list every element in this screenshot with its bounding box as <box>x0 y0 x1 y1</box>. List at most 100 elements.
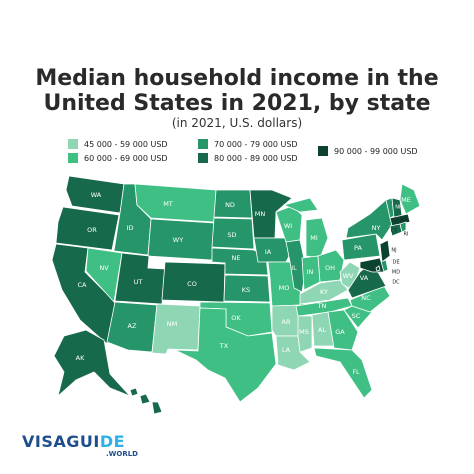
logo-main-text: VISAGUI <box>22 432 100 451</box>
legend-swatch-tier-4 <box>198 153 208 163</box>
state-label-nc: NC <box>361 294 371 302</box>
state-label-pa: PA <box>354 244 363 252</box>
state-wa <box>65 175 125 214</box>
state-nm <box>151 303 201 355</box>
state-label-sc: SC <box>352 312 361 320</box>
legend-label-tier-5: 90 000 - 99 000 USD <box>334 146 418 156</box>
state-ms <box>297 315 313 353</box>
state-il <box>285 239 307 293</box>
state-label-mi: MI <box>310 234 318 242</box>
state-label-vt: VT <box>383 192 390 198</box>
state-label-nh: NH <box>395 205 403 211</box>
state-tn <box>295 297 353 317</box>
state-label-me: ME <box>401 196 411 204</box>
state-label-de: DE <box>392 260 399 266</box>
legend-item-tier-1: 45 000 - 59 000 USD <box>68 139 168 149</box>
state-label-nd: ND <box>225 201 235 209</box>
state-label-ny: NY <box>372 224 381 232</box>
legend-swatch-tier-1 <box>68 139 78 149</box>
visaguide-logo: VISAGUIDE .WORLD <box>22 432 138 462</box>
labels-layer: WA OR CA NV ID MT WY UT CO AZ NM ND SD NE KS OK TX MN IA MO… <box>76 191 411 414</box>
state-label-mo: MO <box>279 284 290 292</box>
state-label-nj: NJ <box>391 248 396 254</box>
state-ga <box>327 309 359 351</box>
state-ak <box>53 329 131 398</box>
state-label-ga: GA <box>335 328 345 336</box>
legend-label-tier-3: 70 000 - 79 000 USD <box>214 139 298 149</box>
state-label-va: VA <box>360 274 369 282</box>
state-label-la: LA <box>282 346 291 354</box>
state-label-mt: MT <box>163 200 173 208</box>
state-label-ak: AK <box>76 354 85 362</box>
state-or <box>55 206 120 251</box>
legend-item-tier-3: 70 000 - 79 000 USD <box>198 139 298 149</box>
state-label-wi: WI <box>284 222 292 230</box>
state-label-ky: KY <box>320 288 328 296</box>
state-dc <box>375 265 381 272</box>
title-line-2: United States in 2021, by state <box>43 91 431 116</box>
state-label-wy: WY <box>173 236 183 244</box>
state-label-nv: NV <box>99 264 109 272</box>
state-mt <box>134 183 217 223</box>
state-ny <box>345 199 395 241</box>
state-hi <box>129 387 163 415</box>
state-label-ca: CA <box>78 281 88 289</box>
state-label-ia: IA <box>265 248 272 256</box>
state-label-tx: TX <box>219 342 229 350</box>
state-ks <box>223 274 271 303</box>
legend-swatch-tier-5 <box>318 146 328 156</box>
state-label-ne: NE <box>232 254 241 262</box>
state-me <box>399 183 421 215</box>
state-label-sd: SD <box>227 231 236 239</box>
logo-accent-text: DE <box>99 432 126 451</box>
state-label-ut: UT <box>134 278 143 286</box>
state-label-ok: OK <box>231 314 241 322</box>
legend-label-tier-1: 45 000 - 59 000 USD <box>84 139 168 149</box>
state-label-dc: DC <box>392 280 400 286</box>
state-label-hi: HI <box>139 406 146 414</box>
state-label-fl: FL <box>352 368 360 376</box>
states-layer <box>51 175 421 415</box>
state-label-or: OR <box>87 226 97 234</box>
legend-swatch-tier-2 <box>68 153 78 163</box>
state-label-wa: WA <box>91 191 102 199</box>
state-label-wv: WV <box>343 272 354 280</box>
logo-sub-text: .WORLD <box>106 450 138 458</box>
state-pa <box>341 233 381 261</box>
legend-item-tier-4: 80 000 - 89 000 USD <box>198 153 298 163</box>
legend-item-tier-2: 60 000 - 69 000 USD <box>68 153 168 163</box>
state-nv <box>85 247 123 303</box>
state-label-ma: MA <box>400 218 408 224</box>
state-label-id: ID <box>127 224 134 232</box>
legend-label-tier-2: 60 000 - 69 000 USD <box>84 153 168 163</box>
state-label-ms: MS <box>299 328 309 336</box>
state-label-al: AL <box>318 326 326 334</box>
state-mi <box>282 197 329 259</box>
state-label-ks: KS <box>242 286 250 294</box>
state-label-oh: OH <box>325 264 335 272</box>
state-label-az: AZ <box>128 322 137 330</box>
state-label-mn: MN <box>255 210 266 218</box>
state-label-co: CO <box>187 280 197 288</box>
map-title: Median household income in the United St… <box>0 66 474 116</box>
state-label-tn: TN <box>317 302 327 310</box>
state-az <box>106 301 158 353</box>
state-label-in: IN <box>307 268 314 276</box>
legend-swatch-tier-3 <box>198 139 208 149</box>
state-label-md: MD <box>392 270 400 276</box>
state-fl <box>313 347 373 399</box>
map-subtitle: (in 2021, U.S. dollars) <box>171 116 303 130</box>
state-tx <box>174 307 277 403</box>
state-label-ar: AR <box>282 318 291 326</box>
state-nj <box>379 239 391 263</box>
legend-item-tier-5: 90 000 - 99 000 USD <box>318 146 418 156</box>
state-sd <box>211 217 255 250</box>
state-ri <box>399 221 407 233</box>
state-label-ri: RI <box>404 232 409 238</box>
state-label-nm: NM <box>167 320 177 328</box>
state-label-il: IL <box>291 264 297 272</box>
title-line-1: Median household income in the <box>35 66 439 91</box>
state-label-ct: CT <box>391 229 398 235</box>
legend-label-tier-4: 80 000 - 89 000 USD <box>214 153 298 163</box>
